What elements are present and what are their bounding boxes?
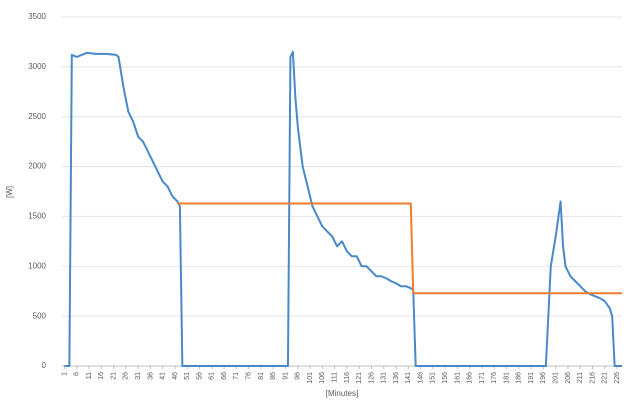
y-tick-label: 1500 — [28, 212, 46, 221]
y-tick-label: 500 — [33, 311, 47, 320]
x-tick-label: 226 — [614, 372, 621, 384]
x-tick-label: 191 — [528, 372, 535, 384]
x-tick-label: 176 — [491, 372, 498, 384]
x-tick-label: 76 — [246, 372, 253, 380]
x-tick-label: 86 — [270, 372, 277, 380]
x-tick-label: 181 — [503, 372, 510, 384]
x-tick-label: 111 — [331, 372, 338, 383]
x-tick-label: 206 — [565, 372, 572, 384]
x-tick-label: 31 — [135, 372, 142, 380]
y-tick-label: 1000 — [28, 261, 46, 270]
x-tick-label: 71 — [233, 372, 240, 380]
y-tick-label: 2000 — [28, 162, 46, 171]
x-tick-label: 11 — [86, 372, 93, 379]
x-tick-label: 201 — [553, 372, 560, 384]
x-tick-label: 156 — [442, 372, 449, 384]
x-tick-label: 51 — [184, 372, 191, 380]
x-axis-title: [Minutes] — [326, 389, 358, 398]
y-tick-label: 3500 — [28, 12, 46, 21]
x-tick-label: 46 — [172, 372, 179, 380]
x-tick-label: 151 — [430, 372, 437, 384]
series-line — [64, 50, 622, 367]
x-tick-label: 36 — [147, 372, 154, 380]
x-tick-label: 186 — [516, 372, 523, 384]
x-tick-label: 26 — [123, 372, 130, 380]
x-tick-label: 41 — [160, 372, 167, 380]
x-tick-label: 1 — [61, 372, 68, 376]
y-tick-label: 0 — [42, 361, 47, 370]
x-tick-label: 141 — [405, 372, 412, 384]
x-tick-label: 216 — [589, 372, 596, 384]
x-tick-label: 121 — [356, 372, 363, 384]
x-tick-label: 21 — [110, 372, 117, 380]
y-tick-label: 2500 — [28, 112, 46, 121]
x-tick-label: 61 — [209, 372, 216, 380]
x-tick-label: 196 — [540, 372, 547, 384]
x-tick-label: 116 — [344, 372, 351, 383]
series-line — [177, 202, 622, 295]
x-tick-label: 131 — [381, 372, 388, 384]
x-tick-label: 136 — [393, 372, 400, 384]
x-tick-label: 221 — [602, 372, 609, 384]
x-tick-label: 106 — [319, 372, 326, 384]
x-tick-label: 171 — [479, 372, 486, 384]
x-tick-label: 91 — [282, 372, 289, 380]
x-tick-label: 81 — [258, 372, 265, 380]
x-tick-label: 56 — [196, 372, 203, 380]
x-tick-label: 101 — [307, 372, 314, 384]
x-tick-label: 6 — [74, 372, 81, 376]
x-tick-label: 126 — [368, 372, 375, 384]
y-axis-title: [W] — [5, 186, 14, 198]
x-tick-label: 96 — [295, 372, 302, 380]
y-tick-label: 3000 — [28, 62, 46, 71]
x-tick-label: 166 — [467, 372, 474, 384]
x-tick-label: 161 — [454, 372, 461, 384]
x-tick-label: 146 — [417, 372, 424, 384]
x-tick-label: 66 — [221, 372, 228, 380]
x-tick-label: 16 — [98, 372, 105, 380]
x-tick-label: 211 — [577, 372, 584, 383]
